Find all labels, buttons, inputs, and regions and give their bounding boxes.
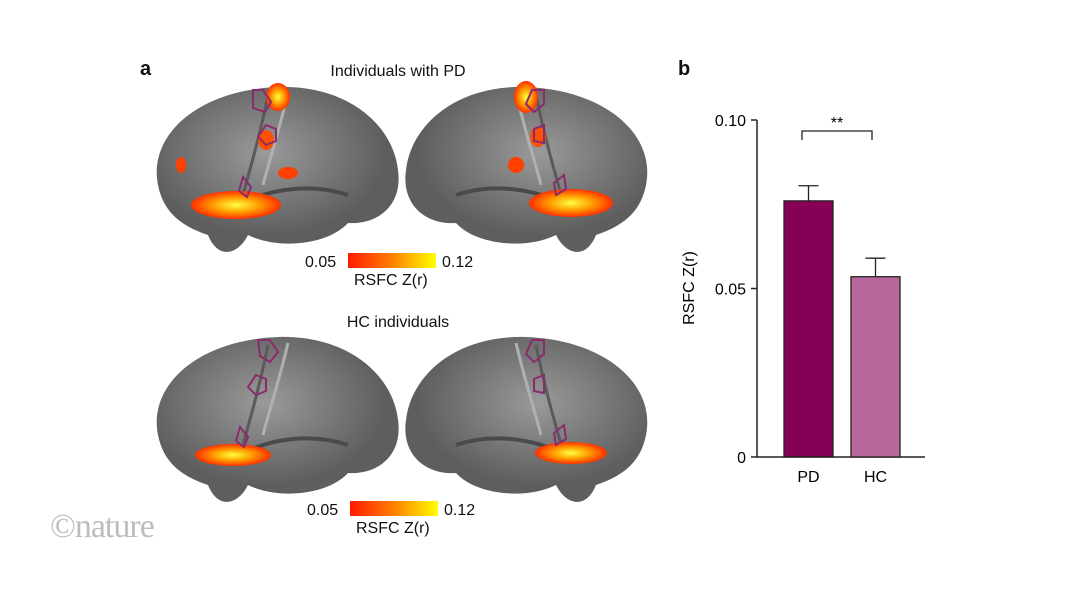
colorbar-bottom-label: RSFC Z(r)	[356, 520, 430, 537]
brain-hc-right	[403, 334, 650, 504]
nature-logo: ©nature	[50, 508, 155, 545]
y-tick-label: 0.10	[715, 113, 746, 130]
colorbar-top-min: 0.05	[305, 254, 337, 271]
y-tick-label: 0.05	[715, 282, 746, 299]
panel-a-letter: a	[140, 58, 152, 80]
y-tick-label: 0	[737, 450, 746, 467]
top-title: Individuals with PD	[330, 63, 466, 80]
bar-hc	[850, 276, 901, 458]
colorbar-bottom-max: 0.12	[444, 502, 476, 519]
y-axis-label: RSFC Z(r)	[681, 251, 698, 325]
x-tick-label: PD	[797, 469, 819, 486]
panel-b-letter: b	[678, 58, 691, 80]
colorbar-top-max: 0.12	[442, 254, 474, 271]
colorbar-bottom	[350, 501, 438, 516]
colorbar-top-label: RSFC Z(r)	[354, 272, 428, 289]
x-tick-label: HC	[864, 469, 887, 486]
bar-pd	[783, 200, 834, 458]
brain-pd-right	[403, 81, 650, 254]
significance-bracket	[801, 130, 873, 140]
bottom-title: HC individuals	[346, 314, 450, 331]
significance-stars: **	[831, 115, 843, 132]
brain-maps	[154, 81, 650, 516]
brain-pd-left	[154, 83, 401, 254]
colorbar-top	[348, 253, 436, 268]
brain-hc-left	[154, 334, 401, 504]
colorbar-bottom-min: 0.05	[307, 502, 339, 519]
activation-blob	[191, 191, 281, 219]
